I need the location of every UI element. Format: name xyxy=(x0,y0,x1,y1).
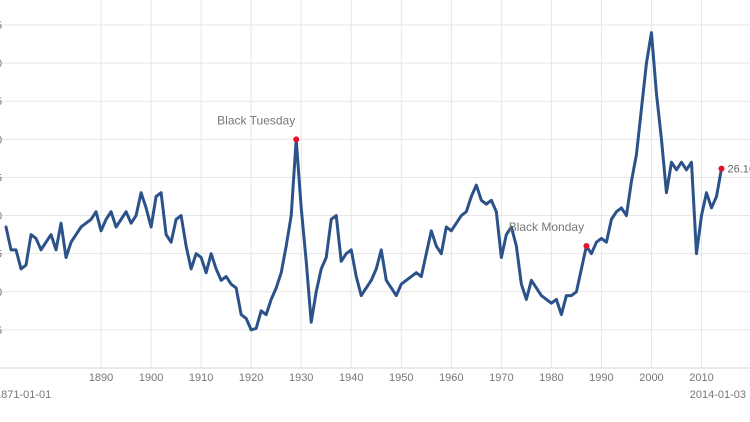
y-tick-label: 5 xyxy=(0,325,2,337)
y-tick-label: 0 xyxy=(0,211,2,223)
x-tick-label: 1960 xyxy=(439,372,463,384)
annotation-label: Black Tuesday xyxy=(217,113,295,127)
grid: 5 0 5 0 5 0 5 0 5 xyxy=(0,0,750,368)
annotations: Black Tuesday Black Monday 26.16 xyxy=(217,113,750,250)
series-line xyxy=(4,31,723,332)
annotation-label: Black Monday xyxy=(509,220,584,234)
annotation-marker xyxy=(583,243,590,250)
y-tick-label: 0 xyxy=(0,58,2,70)
x-tick-label: 1990 xyxy=(589,372,613,384)
range-start-label: 1871-01-01 xyxy=(0,389,51,401)
x-tick-label: 2010 xyxy=(689,372,713,384)
last-value-marker xyxy=(718,165,725,172)
x-tick-label: 1950 xyxy=(389,372,413,384)
y-tick-label: 5 xyxy=(0,172,2,184)
x-tick-label: 1890 xyxy=(89,372,113,384)
annotation-marker xyxy=(293,136,300,143)
y-tick-label: 0 xyxy=(0,287,2,299)
x-tick-label: 1940 xyxy=(339,372,363,384)
x-tick-label: 1930 xyxy=(289,372,313,384)
y-tick-label: 0 xyxy=(0,134,2,146)
x-tick-label: 1910 xyxy=(189,372,213,384)
range-end-label: 2014-01-03 xyxy=(690,389,746,401)
x-tick-label: 1970 xyxy=(489,372,513,384)
y-tick-label: 5 xyxy=(0,20,2,32)
series-layer xyxy=(4,31,723,332)
y-tick-label: 5 xyxy=(0,96,2,108)
x-tick-label: 2000 xyxy=(639,372,663,384)
y-tick-label: 5 xyxy=(0,249,2,261)
x-tick-label: 1980 xyxy=(539,372,563,384)
x-axis: 1890 1900 1910 1920 1930 1940 1950 1960 1970 1980… xyxy=(0,367,750,401)
last-value-label: 26.16 xyxy=(727,164,750,176)
x-tick-label: 1920 xyxy=(239,372,263,384)
x-tick-label: 1900 xyxy=(139,372,163,384)
